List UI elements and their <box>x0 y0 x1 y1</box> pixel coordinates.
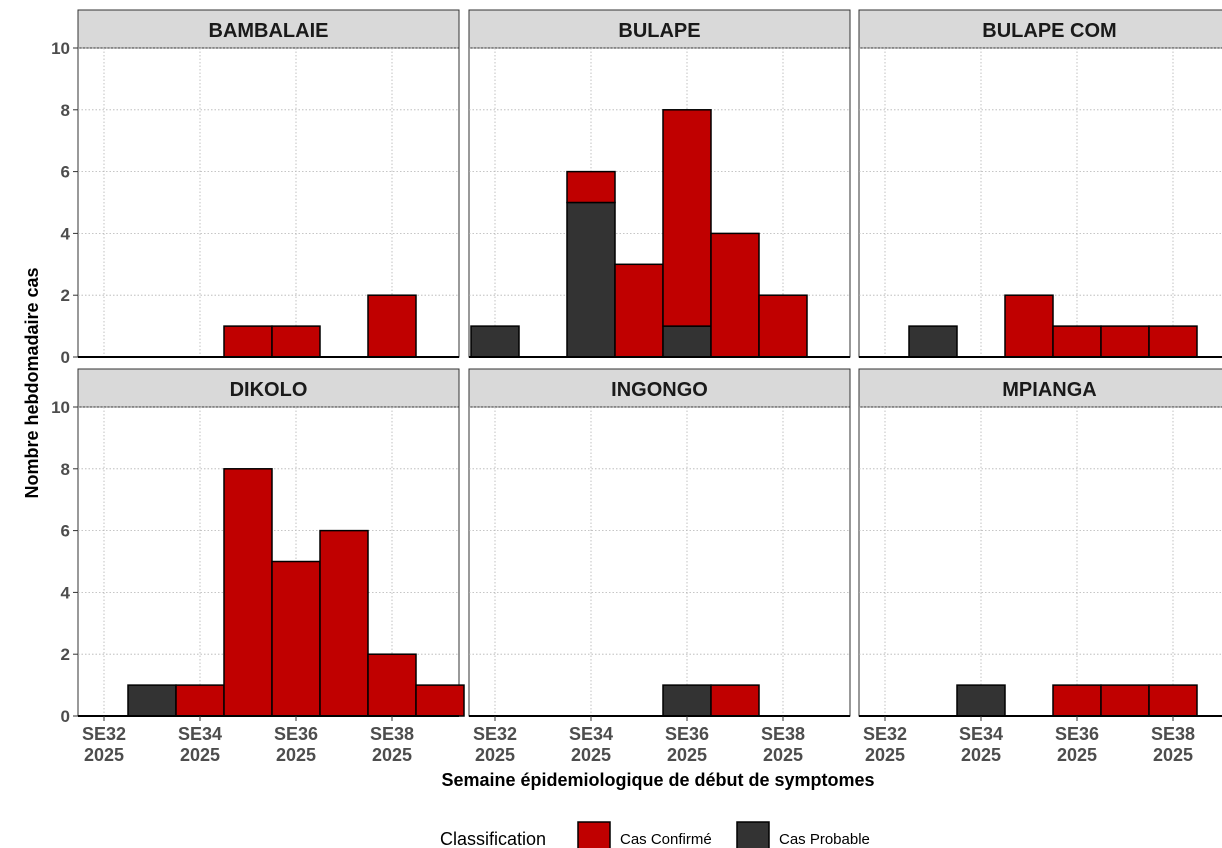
y-tick-label: 2 <box>61 286 70 305</box>
facet-strip-label: MPIANGA <box>1002 379 1096 401</box>
bar-cas-confirme <box>223 468 273 717</box>
y-tick-label: 4 <box>61 583 71 602</box>
x-tick-label: SE36 2025 <box>1055 724 1099 765</box>
bar-cas-confirme <box>662 109 712 327</box>
x-tick-label: SE38 2025 <box>370 724 414 765</box>
y-axis-title: Nombre hebdomadaire cas <box>22 267 42 498</box>
y-tick-label: 8 <box>61 460 70 479</box>
facet-strip-label: INGONGO <box>611 379 708 401</box>
y-tick-label: 2 <box>61 645 70 664</box>
x-tick-label: SE32 2025 <box>863 724 907 765</box>
x-tick-label: SE32 2025 <box>473 724 517 765</box>
facet-strip-label: BAMBALAIE <box>209 20 329 42</box>
bar-cas-probable <box>566 201 616 358</box>
x-tick-label: SE38 2025 <box>1151 724 1195 765</box>
bar-cas-confirme <box>1100 684 1150 717</box>
bar-cas-confirme <box>175 684 225 717</box>
y-tick-label: 4 <box>61 224 71 243</box>
facet-strip <box>468 9 851 49</box>
facet-strip <box>77 368 460 408</box>
bar-cas-confirme <box>1052 684 1102 717</box>
y-tick-label: 10 <box>51 398 70 417</box>
y-tick-label: 8 <box>61 101 70 120</box>
y-tick-label: 0 <box>61 348 70 367</box>
bar-cas-confirme <box>1148 325 1198 358</box>
x-tick-label: SE32 2025 <box>82 724 126 765</box>
bar-cas-probable <box>127 684 177 717</box>
bar-cas-confirme <box>1004 294 1054 358</box>
bar-cas-confirme <box>1052 325 1102 358</box>
x-tick-label: SE34 2025 <box>959 724 1003 765</box>
x-tick-label: SE36 2025 <box>665 724 709 765</box>
x-tick-label: SE34 2025 <box>178 724 222 765</box>
panel-grid <box>469 406 850 716</box>
bar-cas-confirme <box>271 560 321 717</box>
bar-cas-confirme <box>319 529 369 717</box>
bar-cas-confirme <box>710 684 760 717</box>
bar-cas-probable <box>470 325 520 358</box>
facet-panel: MPIANGA <box>858 368 1222 717</box>
facet-panel: BULAPE <box>468 9 851 358</box>
x-axis-title: Semaine épidemiologique de début de symp… <box>441 770 874 790</box>
facet-strip <box>468 368 851 408</box>
facet-strip-label: BULAPE <box>618 20 700 42</box>
x-axis-ticks: SE32 2025 SE34 2025 SE36 2025 SE38 2025 SE32 2025… <box>82 716 1195 765</box>
bar-cas-confirme <box>415 684 465 717</box>
facet-strip <box>858 9 1222 49</box>
bar-cas-confirme <box>367 653 417 717</box>
x-tick-label: SE38 2025 <box>761 724 805 765</box>
panel-background <box>468 406 851 717</box>
legend: Classification Cas Confirmé Cas Probable <box>440 821 870 848</box>
facet-panels: BAMBALAIE BULAPE BULAPE COM DIKOLO INGONGO MP… <box>77 9 1222 717</box>
legend-label: Cas Confirmé <box>620 831 712 848</box>
facet-strip-label: DIKOLO <box>230 379 308 401</box>
bar-cas-confirme <box>1148 684 1198 717</box>
panel-background <box>858 406 1222 717</box>
bar-cas-confirme <box>614 263 664 358</box>
bar-cas-probable <box>908 325 958 358</box>
bar-cas-confirme <box>710 232 760 358</box>
bar-cas-probable <box>662 325 712 358</box>
facet-panel: BAMBALAIE <box>77 9 460 358</box>
facet-strip <box>77 9 460 49</box>
bar-cas-probable <box>662 684 712 717</box>
y-tick-label: 6 <box>61 163 70 182</box>
y-axis-ticks: 0 2 4 6 8 10 0 2 4 6 8 10 <box>51 39 78 726</box>
panel-grid <box>859 406 1222 716</box>
legend-swatch <box>736 821 770 848</box>
x-tick-label: SE36 2025 <box>274 724 318 765</box>
y-tick-label: 10 <box>51 39 70 58</box>
bar-cas-confirme <box>1100 325 1150 358</box>
bar-cas-probable <box>956 684 1006 717</box>
legend-label: Cas Probable <box>779 831 870 848</box>
legend-title: Classification <box>440 829 546 848</box>
bar-cas-confirme <box>367 294 417 358</box>
facet-panel: DIKOLO <box>77 368 465 717</box>
bar-cas-confirme <box>566 170 616 204</box>
y-tick-label: 6 <box>61 522 70 541</box>
facet-panel: BULAPE COM <box>858 9 1222 358</box>
facet-strip-label: BULAPE COM <box>982 20 1116 42</box>
panel-grid <box>78 47 459 357</box>
x-tick-label: SE34 2025 <box>569 724 613 765</box>
facet-panel: INGONGO <box>468 368 851 717</box>
bar-cas-confirme <box>271 325 321 358</box>
bar-cas-confirme <box>758 294 808 358</box>
legend-swatch <box>577 821 611 848</box>
facet-strip <box>858 368 1222 408</box>
bar-cas-confirme <box>223 325 273 358</box>
y-tick-label: 0 <box>61 707 70 726</box>
